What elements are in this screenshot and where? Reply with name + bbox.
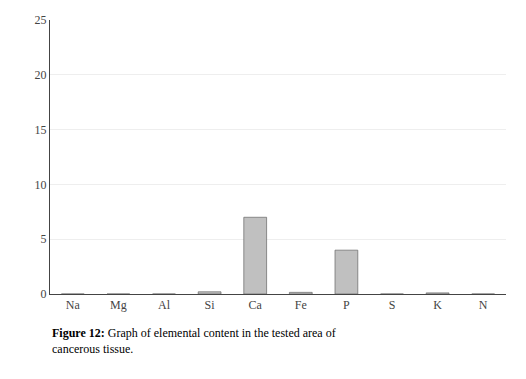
svg-text:Mg: Mg [110,298,127,312]
svg-text:25: 25 [35,13,47,27]
svg-text:5: 5 [41,232,47,246]
svg-text:Al: Al [158,298,171,312]
svg-text:Na: Na [66,298,81,312]
svg-text:15: 15 [35,123,47,137]
svg-text:S: S [389,298,396,312]
svg-text:Ca: Ca [249,298,263,312]
svg-text:0: 0 [41,287,47,301]
svg-text:Figure 12: Graph of elemental: Figure 12: Graph of elemental content in… [52,326,336,356]
svg-text:P: P [343,298,350,312]
svg-text:Si: Si [205,298,216,312]
svg-text:N: N [479,298,488,312]
svg-text:K: K [433,298,442,312]
svg-text:Fe: Fe [295,298,307,312]
svg-text:10: 10 [35,178,47,192]
svg-text:20: 20 [35,68,47,82]
